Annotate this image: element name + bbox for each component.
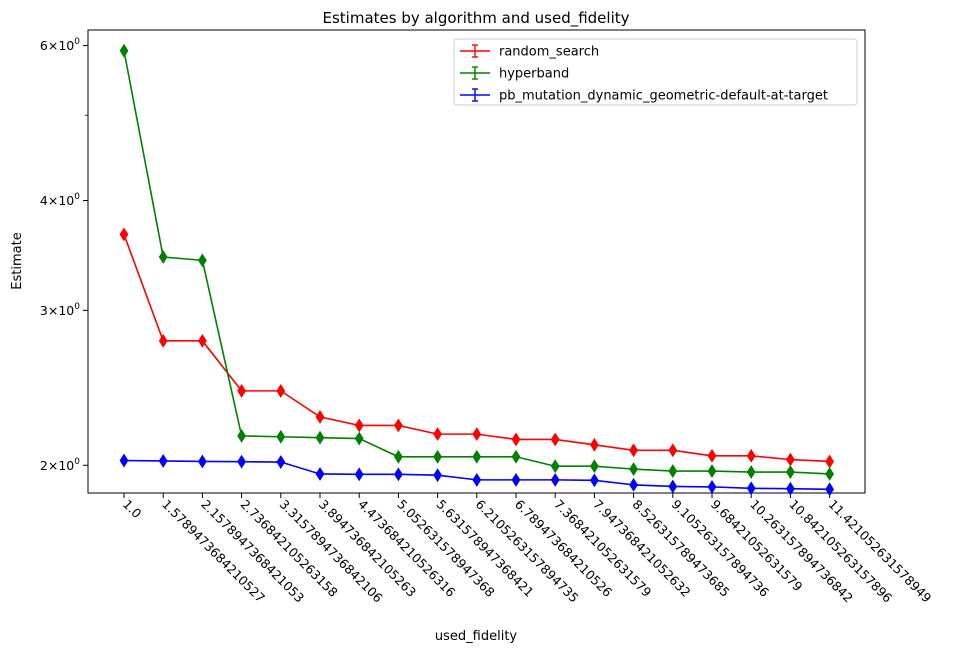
data-point xyxy=(198,454,207,469)
y-tick-label-sep: ×10 xyxy=(48,303,74,318)
x-tick-label: 1.0 xyxy=(120,497,145,522)
data-point xyxy=(198,253,207,268)
series-layer xyxy=(119,43,834,497)
legend-label: hyperband xyxy=(499,67,569,82)
data-point xyxy=(354,431,364,446)
data-point xyxy=(746,465,756,479)
y-tick-label: 3×100 xyxy=(40,302,80,318)
data-point xyxy=(158,333,168,348)
data-point xyxy=(707,464,717,478)
data-point xyxy=(472,427,482,442)
data-point xyxy=(511,449,521,464)
data-point xyxy=(629,477,638,492)
x-axis: 1.0 1.57894736842105272.15789473684210532… xyxy=(120,493,935,606)
y-tick-label-exp: 0 xyxy=(74,37,80,47)
legend-label: random_search xyxy=(499,45,599,60)
data-point xyxy=(354,467,364,482)
data-point xyxy=(119,453,129,468)
legend[interactable]: random_search hyperband pb_mutation_dynami… xyxy=(453,38,858,106)
legend-item-hyperband[interactable]: hyperband xyxy=(460,66,569,82)
data-point xyxy=(629,443,638,458)
data-point xyxy=(707,448,717,463)
data-point xyxy=(590,459,599,474)
data-point xyxy=(668,443,678,458)
data-point xyxy=(433,427,442,442)
y-tick-label-base: 2 xyxy=(40,458,48,473)
x-axis-label: used_fidelity xyxy=(435,629,518,644)
data-point xyxy=(550,459,560,474)
legend-item-pb_mutation_dynamic_geometric-default-at-target[interactable]: pb_mutation_dynamic_geometric-default-at… xyxy=(460,88,828,104)
data-point xyxy=(394,418,403,433)
y-tick-label: 2×100 xyxy=(40,457,80,473)
data-point xyxy=(237,454,246,469)
data-point xyxy=(550,472,560,487)
data-point xyxy=(472,472,482,487)
data-point xyxy=(315,467,325,481)
series-random_search xyxy=(119,227,834,469)
y-tick-label-sep: ×10 xyxy=(48,193,74,208)
data-point xyxy=(668,479,678,494)
data-point xyxy=(315,430,325,445)
data-point xyxy=(119,43,129,58)
y-tick-label-exp: 0 xyxy=(74,457,80,467)
data-point xyxy=(198,333,207,348)
legend-item-random_search[interactable]: random_search xyxy=(460,44,599,60)
data-point xyxy=(276,455,286,469)
y-tick-label-exp: 0 xyxy=(74,302,80,312)
series-hyperband xyxy=(119,43,834,481)
data-point xyxy=(707,479,717,494)
data-point xyxy=(394,467,403,482)
data-point xyxy=(511,472,521,487)
data-point xyxy=(472,449,482,464)
data-point xyxy=(158,250,168,264)
data-point xyxy=(629,462,638,477)
y-axis-label: Estimate xyxy=(10,232,25,289)
data-point xyxy=(550,432,560,447)
data-point xyxy=(433,468,442,483)
data-point xyxy=(746,448,756,463)
data-point xyxy=(590,473,599,488)
data-point xyxy=(825,454,834,469)
data-point xyxy=(237,428,246,443)
y-tick-label-base: 6 xyxy=(40,38,48,53)
y-tick-label-base: 4 xyxy=(40,193,48,208)
data-point xyxy=(315,409,325,424)
data-point xyxy=(119,227,129,242)
legend-box xyxy=(453,38,858,106)
data-point xyxy=(433,449,442,464)
data-point xyxy=(511,432,521,447)
chart-title: Estimates by algorithm and used_fidelity xyxy=(322,9,629,28)
data-point xyxy=(276,429,286,444)
data-point xyxy=(746,481,756,496)
series-line xyxy=(123,50,830,475)
data-point xyxy=(668,464,678,478)
series-pb_mutation_dynamic_geometric-default-at-target xyxy=(119,453,834,497)
y-tick-label: 4×100 xyxy=(40,192,80,208)
data-point xyxy=(354,418,364,433)
data-point xyxy=(237,383,246,398)
data-point xyxy=(786,452,795,467)
data-point xyxy=(276,383,286,398)
legend-label: pb_mutation_dynamic_geometric-default-at… xyxy=(499,89,828,104)
data-point xyxy=(825,482,834,497)
y-tick-label-sep: ×10 xyxy=(48,458,74,473)
data-point xyxy=(786,465,795,479)
data-point xyxy=(825,467,834,481)
y-tick-label-exp: 0 xyxy=(74,192,80,202)
y-tick-label-base: 3 xyxy=(40,303,48,318)
y-tick-label-sep: ×10 xyxy=(48,38,74,53)
data-point xyxy=(786,481,795,496)
data-point xyxy=(590,437,599,452)
data-point xyxy=(394,449,403,464)
data-point xyxy=(158,453,168,468)
y-tick-label: 6×100 xyxy=(40,37,80,53)
